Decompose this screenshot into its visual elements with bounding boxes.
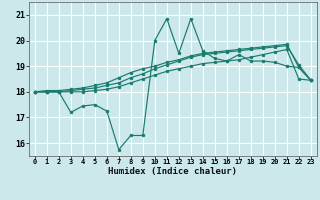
X-axis label: Humidex (Indice chaleur): Humidex (Indice chaleur): [108, 167, 237, 176]
